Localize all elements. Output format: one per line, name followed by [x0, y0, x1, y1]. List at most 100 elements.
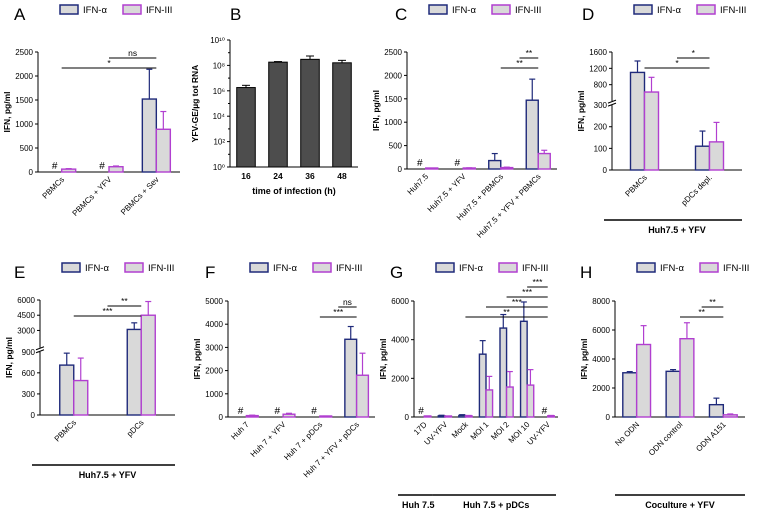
panel-g-significance-label: *** — [512, 297, 523, 307]
panel-e-y-tick-label: 3000 — [17, 326, 35, 335]
panel-h-bar-ifn-iii — [722, 414, 738, 418]
panel-h-y-axis-label: IFN, pg/ml — [579, 338, 589, 379]
panel-b-bar — [268, 61, 288, 168]
panel-f-hash-mark: # — [311, 406, 317, 417]
legend-swatch-ifn-iii — [699, 262, 719, 273]
panel-e-axis-break-mark — [35, 346, 45, 351]
panel-g-bar-ifn-alpha — [458, 414, 467, 418]
panel-g-category-label: MOI 1 — [469, 420, 491, 442]
panel-f-y-tick-label: 0 — [219, 413, 224, 422]
panel-b-y-tick-label: 10⁰ — [213, 163, 225, 172]
panel-g-letter: G — [390, 263, 403, 282]
panel-c-hash-mark: # — [454, 158, 460, 169]
panel-c-y-tick-label: 0 — [398, 165, 403, 174]
panel-f-y-tick-label: 5000 — [205, 297, 223, 306]
panel-f-bar-ifn-iii — [282, 413, 296, 418]
legend-swatch-ifn-alpha — [636, 262, 656, 273]
panel-b-y-tick-label: 10⁴ — [213, 112, 226, 121]
panel-b-y-tick-label: 10¹⁰ — [210, 36, 225, 45]
panel-g-group-label: Huh 7.5 — [402, 500, 435, 510]
panel-g-bar-ifn-alpha — [478, 353, 487, 418]
panel-g-bar-ifn-alpha — [499, 327, 508, 418]
panel-h-significance-label: ** — [698, 307, 705, 317]
panel-f-y-tick-label: 2000 — [205, 367, 223, 376]
panel-e-significance-label: *** — [103, 306, 114, 316]
legend-swatch-ifn-iii — [696, 4, 716, 15]
panel-a-category-label: PBMCs + YFV — [71, 175, 114, 218]
panel-e-bar-ifn-alpha — [126, 328, 142, 416]
panel-h-y-tick-label: 6000 — [592, 326, 610, 335]
panel-f-bar-ifn-iii — [355, 374, 370, 418]
panel-a-letter: A — [14, 5, 26, 24]
panel-h-bar-ifn-iii — [679, 338, 695, 418]
panel-c-significance-label: ** — [516, 58, 523, 68]
panel-a-significance-label: * — [107, 58, 111, 68]
panel-d-axis-break-mark — [607, 102, 617, 107]
panel-c-bar-ifn-alpha — [488, 159, 502, 170]
panel-g-group-label: Huh 7.5 + pDCs — [463, 500, 529, 510]
panel-a-y-tick-label: 2000 — [15, 72, 33, 81]
panel-f-significance-label: ns — [343, 297, 352, 307]
panel-c-bar-ifn-alpha — [525, 99, 539, 170]
panel-e-y-tick-label: 4500 — [17, 311, 35, 320]
panel-a-y-tick-label: 500 — [20, 144, 34, 153]
panel-b-category-label: 36 — [305, 171, 315, 181]
panel-e-bar-ifn-iii — [140, 314, 156, 416]
panel-h-bar-ifn-alpha — [622, 372, 638, 418]
panel-e-y-tick-label: 600 — [22, 369, 36, 378]
panel-f-significance-label: *** — [333, 307, 344, 317]
panel-c-category-label: Huh7.5 — [406, 172, 431, 197]
panel-f-category-label: Huh 7 + YFV — [249, 420, 288, 459]
panel-h-y-tick-label: 2000 — [592, 384, 610, 393]
panel-e-y-tick-label: 300 — [22, 390, 36, 399]
legend-label-ifn-alpha: IFN-α — [660, 263, 684, 274]
panel-g-y-tick-label: 0 — [405, 413, 410, 422]
legend-swatch-ifn-alpha — [428, 4, 448, 15]
panel-c-bar-ifn-iii — [500, 166, 514, 170]
legend-label-ifn-iii: IFN-III — [515, 5, 541, 16]
panel-d-axis-break-gap — [608, 101, 616, 106]
panel-b-bar — [332, 62, 352, 168]
panel-g-category-label: 17D — [412, 420, 429, 437]
panel-d-category-label: PBMCs — [623, 173, 649, 199]
panel-g-bar-ifn-alpha — [437, 415, 446, 418]
panel-a-significance-label: ns — [128, 48, 137, 58]
panel-b-y-tick-label: 10⁸ — [213, 61, 225, 70]
panel-d-bar-ifn-iii — [643, 91, 660, 171]
panel-g-hash-mark: # — [418, 406, 424, 417]
panel-h-letter: H — [580, 263, 592, 282]
legend-swatch-ifn-iii — [491, 4, 511, 15]
panel-a-y-tick-label: 1500 — [15, 96, 33, 105]
panel-f-y-tick-label: 3000 — [205, 343, 223, 352]
panel-g-y-tick-label: 6000 — [391, 297, 409, 306]
legend-label-ifn-alpha: IFN-α — [459, 263, 483, 274]
legend-label-ifn-iii: IFN-III — [146, 5, 172, 16]
legend-label-ifn-alpha: IFN-α — [273, 263, 297, 274]
panel-d-bar-ifn-alpha — [629, 71, 646, 171]
panel-c-y-tick-label: 500 — [389, 142, 403, 151]
panel-c-bar-ifn-iii — [425, 167, 439, 170]
panel-e-axis-break-gap — [36, 347, 44, 352]
legend-label-ifn-alpha: IFN-α — [83, 5, 107, 16]
panel-b-letter: B — [230, 5, 241, 24]
panel-d-y-tick-label: 1200 — [589, 64, 607, 73]
panel-c-bar-ifn-iii — [537, 152, 551, 170]
panel-e-axis-break-mark — [35, 349, 45, 354]
panel-b-category-label: 24 — [273, 171, 283, 181]
panel-g-bar-ifn-iii — [505, 386, 514, 418]
panel-g-significance-label: *** — [532, 277, 543, 287]
panel-e-category-label: pDCs — [125, 418, 146, 439]
panel-g-hash-mark: # — [542, 406, 548, 417]
panel-c-y-tick-label: 1500 — [384, 95, 402, 104]
panel-f-bar-ifn-alpha — [344, 338, 358, 418]
panel-g-bar-ifn-iii — [485, 389, 494, 418]
panel-e-y-tick-label: 6000 — [17, 296, 35, 305]
legend-swatch-ifn-iii — [312, 262, 332, 273]
panel-e-group-label: Huh7.5 + YFV — [79, 470, 137, 480]
panel-g-bar-ifn-iii — [526, 384, 535, 418]
panel-h-category-label: ODN control — [647, 420, 685, 458]
panel-a-bar-ifn-iii — [155, 128, 172, 173]
panel-b-x-axis-label: time of infection (h) — [252, 186, 336, 196]
legend-label-ifn-iii: IFN-III — [522, 263, 548, 274]
panel-a-category-label: PBMCs — [41, 175, 67, 201]
